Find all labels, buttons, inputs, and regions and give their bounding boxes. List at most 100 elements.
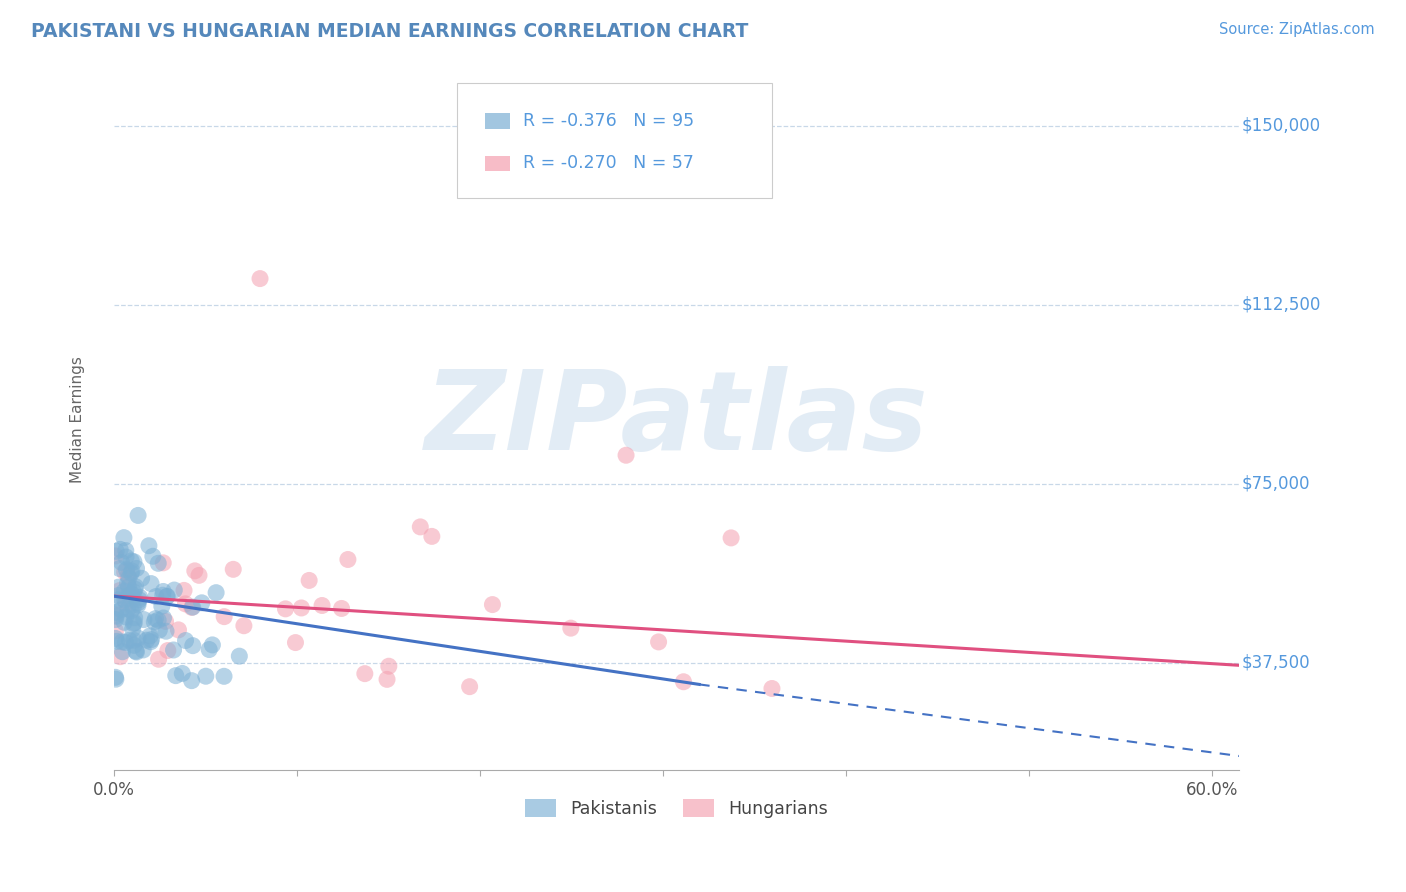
Point — [122, 638, 145, 652]
Point — [135, 633, 157, 648]
Point — [378, 659, 401, 673]
Point — [127, 596, 149, 610]
Point — [647, 635, 669, 649]
Point — [127, 631, 149, 645]
Point — [104, 549, 127, 563]
Point — [205, 585, 228, 599]
Point — [105, 544, 128, 558]
Point — [104, 608, 127, 623]
Point — [128, 592, 150, 607]
Text: R = -0.270   N = 57: R = -0.270 N = 57 — [523, 154, 695, 172]
Point — [188, 568, 211, 582]
Point — [115, 596, 138, 610]
Point — [132, 613, 155, 627]
Point — [120, 604, 142, 618]
Point — [105, 634, 128, 648]
Point — [181, 600, 204, 615]
Point — [181, 639, 204, 653]
Point — [336, 552, 359, 566]
Point — [156, 590, 179, 604]
Point — [114, 593, 136, 607]
Point — [112, 615, 135, 630]
Point — [122, 616, 145, 631]
Text: Median Earnings: Median Earnings — [70, 356, 86, 483]
Point — [104, 632, 127, 646]
Text: ZIPatlas: ZIPatlas — [425, 366, 928, 473]
Point — [228, 649, 250, 664]
Point — [194, 669, 217, 683]
Point — [614, 448, 637, 462]
Point — [115, 563, 138, 577]
Point — [121, 564, 143, 578]
Point — [115, 549, 138, 564]
Point — [107, 580, 129, 594]
Point — [122, 585, 145, 599]
Point — [111, 635, 134, 649]
Point — [112, 531, 135, 545]
Point — [124, 615, 146, 630]
Point — [458, 680, 481, 694]
Point — [108, 649, 131, 664]
Point — [761, 681, 783, 696]
Text: $112,500: $112,500 — [1241, 296, 1320, 314]
Point — [124, 580, 146, 594]
Point — [184, 564, 207, 578]
Point — [125, 644, 148, 658]
Point — [174, 633, 197, 648]
Text: $150,000: $150,000 — [1241, 117, 1320, 135]
Point — [560, 621, 582, 635]
Point — [409, 520, 432, 534]
Point — [117, 576, 139, 591]
Point — [139, 629, 162, 643]
Point — [114, 543, 136, 558]
Point — [298, 574, 321, 588]
Point — [104, 605, 127, 619]
Point — [150, 599, 173, 614]
Point — [143, 615, 166, 629]
Point — [127, 508, 149, 523]
Point — [146, 613, 169, 627]
Point — [201, 638, 224, 652]
Point — [139, 634, 162, 648]
Point — [222, 562, 245, 576]
Point — [180, 673, 202, 688]
Point — [117, 580, 139, 594]
Point — [125, 561, 148, 575]
Point — [105, 609, 128, 624]
Point — [124, 610, 146, 624]
Point — [121, 587, 143, 601]
Point — [212, 609, 235, 624]
Point — [110, 602, 132, 616]
Point — [155, 615, 177, 629]
Text: Source: ZipAtlas.com: Source: ZipAtlas.com — [1219, 22, 1375, 37]
Point — [114, 610, 136, 624]
Point — [122, 555, 145, 569]
Point — [111, 645, 134, 659]
Point — [152, 584, 174, 599]
Point — [110, 555, 132, 569]
Point — [172, 666, 194, 681]
Point — [121, 622, 143, 636]
Point — [152, 556, 174, 570]
Point — [353, 666, 375, 681]
Point — [174, 597, 197, 611]
Point — [118, 571, 141, 585]
Point — [141, 632, 163, 647]
Point — [155, 624, 177, 639]
Point — [139, 576, 162, 591]
Point — [212, 669, 235, 683]
Point — [198, 642, 221, 657]
Point — [311, 599, 333, 613]
Point — [148, 557, 170, 571]
Point — [165, 668, 187, 682]
Point — [138, 539, 160, 553]
Point — [156, 590, 179, 604]
FancyBboxPatch shape — [457, 83, 772, 198]
Point — [191, 596, 214, 610]
Point — [249, 271, 271, 285]
Point — [108, 561, 131, 575]
Point — [125, 645, 148, 659]
Point — [128, 591, 150, 605]
Point — [152, 588, 174, 602]
Point — [104, 624, 127, 638]
